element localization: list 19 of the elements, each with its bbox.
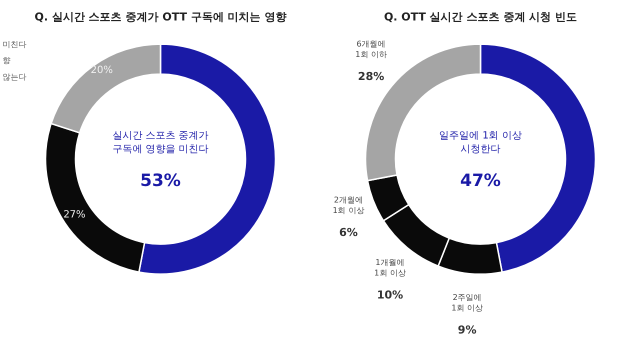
slice-label: 2주일에 1회 이상 [451,292,483,313]
slice-label: 1개월에 1회 이상 [374,258,406,278]
chart-title: Q. 실시간 스포츠 중계가 OTT 구독에 미치는 영향 [34,10,286,24]
data-label: 6% [339,226,358,240]
text: 향 [2,56,10,66]
data-label: 47% [460,170,501,191]
slice-label: 2개월에 1회 이상 [332,195,364,216]
data-label: 9% [458,324,476,337]
slice-label: 실시간 스포츠 중계가 구독에 영향을 미친다 [112,130,209,155]
slice-label: 일주일에 1회 이상 시청한다 [439,130,522,155]
data-label: 28% [358,70,384,83]
data-label: 53% [140,170,181,191]
text: 미친다 [2,40,26,49]
data-label: 20% [90,65,113,76]
chart-title: Q. OTT 실시간 스포츠 중계 시청 빈도 [384,10,578,24]
slice-label: 6개월에 1회 이하 [355,39,387,60]
text: 않는다 [2,72,26,82]
data-label: 27% [63,209,86,220]
data-label: 10% [376,288,404,302]
